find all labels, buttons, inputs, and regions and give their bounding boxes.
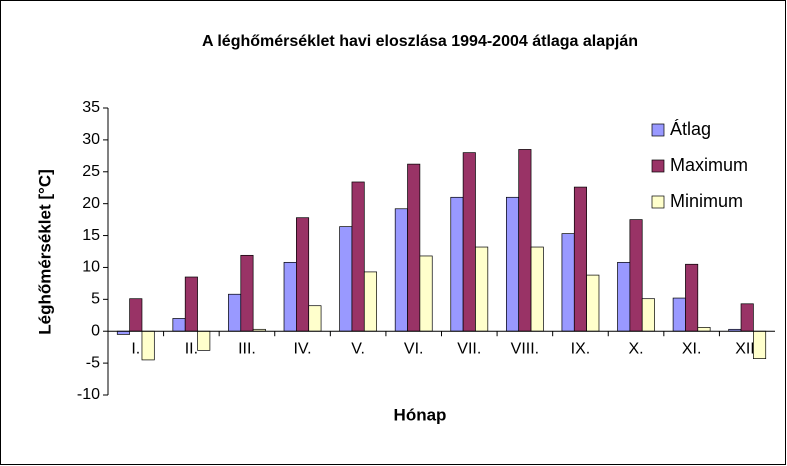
bar xyxy=(641,298,655,332)
bar xyxy=(462,152,476,332)
bar xyxy=(419,255,433,332)
chart-title: A léghőmérséklet havi eloszlása 1994-200… xyxy=(202,33,638,50)
legend-label: Minimum xyxy=(670,191,743,211)
bar xyxy=(197,330,211,351)
bar xyxy=(475,246,489,332)
y-tick-label: 0 xyxy=(91,322,100,339)
bar xyxy=(184,276,198,332)
bar xyxy=(240,254,254,332)
bar xyxy=(586,274,600,332)
bar xyxy=(339,226,353,332)
y-axis-label: Léghőmérséklet [°C] xyxy=(35,169,54,335)
bar xyxy=(407,163,421,332)
y-tick-label: 10 xyxy=(82,259,100,276)
legend-swatch xyxy=(651,159,665,173)
y-tick-label: 25 xyxy=(82,163,100,180)
y-tick-label: 20 xyxy=(82,195,100,212)
bar xyxy=(685,263,699,332)
bar xyxy=(573,186,587,332)
bar xyxy=(450,196,464,332)
bar xyxy=(561,233,575,332)
bar xyxy=(308,305,322,332)
x-tick-label: VII. xyxy=(457,340,481,357)
y-tick-label: 5 xyxy=(91,291,100,308)
x-tick-label: II. xyxy=(185,340,198,357)
x-tick-label: V. xyxy=(351,340,365,357)
legend-label: Maximum xyxy=(670,155,748,175)
bar xyxy=(129,298,143,332)
bar xyxy=(283,261,297,332)
x-tick-label: VIII. xyxy=(511,340,539,357)
bar xyxy=(672,297,686,332)
bar xyxy=(617,261,631,332)
bar xyxy=(505,196,520,332)
y-tick-label: 15 xyxy=(82,227,100,244)
bar xyxy=(394,208,408,332)
x-tick-label: I. xyxy=(131,340,140,357)
bar xyxy=(629,219,643,332)
bar xyxy=(518,149,532,332)
x-tick-label: XI. xyxy=(682,340,702,357)
bar xyxy=(296,217,310,332)
x-tick-label: III. xyxy=(238,340,256,357)
bar xyxy=(363,271,378,332)
y-tick-label: -10 xyxy=(77,386,100,403)
bar xyxy=(530,246,544,332)
legend-swatch xyxy=(651,123,665,137)
bar xyxy=(228,293,242,332)
bar xyxy=(740,303,754,332)
x-tick-label: IX. xyxy=(571,340,591,357)
x-tick-label: X. xyxy=(628,340,643,357)
y-tick-label: 30 xyxy=(82,131,100,148)
bar xyxy=(697,327,711,332)
bar xyxy=(141,330,155,361)
bar xyxy=(753,330,767,359)
y-tick-label: 35 xyxy=(82,99,100,116)
legend-label: Átlag xyxy=(670,119,711,139)
x-tick-label: VI. xyxy=(404,340,424,357)
x-tick-label: IV. xyxy=(293,340,311,357)
bar xyxy=(172,318,186,332)
y-tick-label: -5 xyxy=(86,354,100,371)
legend-swatch xyxy=(651,195,665,209)
x-axis-label: Hónap xyxy=(394,405,447,424)
bar xyxy=(351,181,365,332)
